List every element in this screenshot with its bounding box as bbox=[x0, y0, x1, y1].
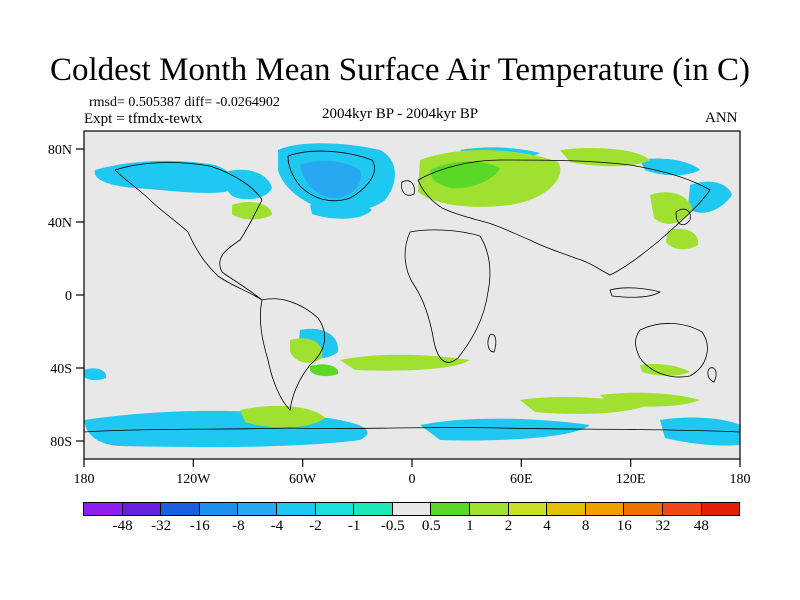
anomaly-siberia-cooling bbox=[640, 158, 700, 176]
x-tick-label: 60W bbox=[289, 472, 317, 487]
colorbar-label: 16 bbox=[616, 518, 632, 534]
colorbar-label: 0.5 bbox=[421, 518, 441, 534]
x-axis-labels: 180 120W 60W 0 60E 120E 180 bbox=[74, 472, 751, 487]
cooling-anomaly-regions bbox=[84, 143, 740, 448]
rmsd-label: rmsd= 0.505387 diff= -0.0264902 bbox=[89, 95, 280, 110]
colorbar-label: -32 bbox=[151, 518, 172, 534]
anomaly-greenland-core bbox=[300, 160, 361, 199]
x-tick-label: 60E bbox=[510, 472, 533, 487]
x-tick-label: 120W bbox=[176, 472, 211, 487]
colorbar-label: -1 bbox=[347, 518, 361, 534]
colorbar-swatch bbox=[353, 502, 393, 516]
coast-madagascar bbox=[487, 333, 497, 353]
colorbar-label: -8 bbox=[232, 518, 245, 534]
y-tick-label: 80S bbox=[50, 435, 72, 450]
colorbar-swatch bbox=[237, 502, 277, 516]
x-tick-label: 120E bbox=[616, 472, 646, 487]
colorbar-swatch bbox=[584, 502, 625, 516]
anomaly-southern-ocean-warming bbox=[240, 405, 325, 428]
coast-japan bbox=[675, 208, 691, 226]
anomaly-north-atlantic-cooling bbox=[310, 200, 372, 219]
anomaly-south-pacific-cooling bbox=[84, 368, 107, 381]
period-label: 2004kyr BP - 2004kyr BP bbox=[322, 106, 479, 122]
coast-greenland bbox=[287, 150, 375, 202]
colorbar-label: 32 bbox=[655, 518, 671, 534]
anomaly-siberia-warming bbox=[560, 148, 650, 167]
colorbar-swatch bbox=[623, 502, 663, 516]
anomaly-southern-indian-warming bbox=[310, 364, 339, 377]
season-label: ANN bbox=[705, 110, 738, 126]
coast-australia bbox=[635, 323, 708, 378]
colorbar-swatch bbox=[314, 502, 355, 516]
colorbar-label: 48 bbox=[693, 518, 709, 534]
colorbar-swatch bbox=[546, 502, 586, 516]
colorbar-labels: -48 -32 -16 -8 -4 -2 -1 -0.5 0.5 1 2 4 8 16 32 48 bbox=[84, 517, 740, 537]
anomaly-south-atlantic-warming bbox=[340, 354, 470, 371]
colorbar-label: 8 bbox=[581, 518, 590, 534]
colorbar-label: 1 bbox=[466, 518, 474, 534]
colorbar-label: 2 bbox=[504, 518, 513, 534]
colorbar-label: -48 bbox=[112, 518, 133, 534]
y-tick-label: 0 bbox=[65, 289, 72, 304]
anomaly-northwest-pacific-cooling bbox=[688, 181, 732, 213]
coast-north-america bbox=[114, 162, 263, 301]
colorbar-swatch bbox=[198, 502, 239, 516]
colorbar-swatch bbox=[430, 502, 470, 516]
anomaly-north-atlantic-warming bbox=[232, 201, 272, 220]
coastlines bbox=[83, 150, 741, 433]
anomaly-east-asia-warming bbox=[650, 192, 692, 224]
anomaly-ross-sea-cooling bbox=[660, 417, 740, 446]
colorbar bbox=[83, 502, 741, 516]
colorbar-swatch bbox=[661, 502, 702, 516]
colorbar-label: -2 bbox=[309, 518, 322, 534]
warming-anomaly-regions bbox=[232, 148, 700, 428]
x-tick-label: 180 bbox=[730, 472, 751, 487]
experiment-label: Expt = tfmdx-tewtx bbox=[84, 111, 203, 127]
plot-frame bbox=[76, 130, 741, 467]
colorbar-swatch bbox=[275, 502, 316, 516]
colorbar-label: -0.5 bbox=[380, 518, 405, 534]
colorbar-label: 4 bbox=[543, 518, 551, 534]
anomaly-south-pacific-warming bbox=[640, 363, 690, 376]
anomaly-antarctic-cooling bbox=[420, 418, 590, 441]
colorbar-swatch bbox=[121, 502, 162, 516]
colorbar-swatch bbox=[391, 502, 432, 516]
x-tick-label: 180 bbox=[74, 472, 95, 487]
coast-new-zealand bbox=[707, 367, 717, 383]
colorbar-label: -4 bbox=[270, 518, 284, 534]
coast-south-america bbox=[260, 298, 326, 411]
coast-europe-asia bbox=[417, 159, 711, 276]
coast-antarctica bbox=[83, 427, 741, 433]
anomaly-south-america-warming bbox=[290, 338, 323, 363]
colorbar-label: -16 bbox=[189, 518, 210, 534]
anomaly-pacific-warming bbox=[666, 228, 699, 250]
coast-africa bbox=[404, 229, 491, 363]
anomaly-north-america-cooling bbox=[94, 160, 234, 193]
map-title: Coldest Month Mean Surface Air Temperatu… bbox=[50, 52, 750, 88]
y-tick-label: 40N bbox=[48, 216, 72, 231]
y-axis-labels: 80N 40N 0 40S 80S bbox=[48, 143, 72, 450]
coast-uk bbox=[401, 180, 415, 196]
colorbar-swatch bbox=[468, 502, 509, 516]
colorbar-swatch bbox=[507, 502, 548, 516]
colorbar-swatch bbox=[83, 502, 123, 516]
y-tick-label: 80N bbox=[48, 143, 72, 158]
x-tick-label: 0 bbox=[409, 472, 416, 487]
coast-indonesia bbox=[609, 287, 662, 298]
anomaly-indian-ocean-warming bbox=[600, 392, 700, 407]
y-tick-label: 40S bbox=[50, 362, 72, 377]
colorbar-swatch bbox=[700, 502, 741, 516]
colorbar-swatch bbox=[160, 502, 200, 516]
